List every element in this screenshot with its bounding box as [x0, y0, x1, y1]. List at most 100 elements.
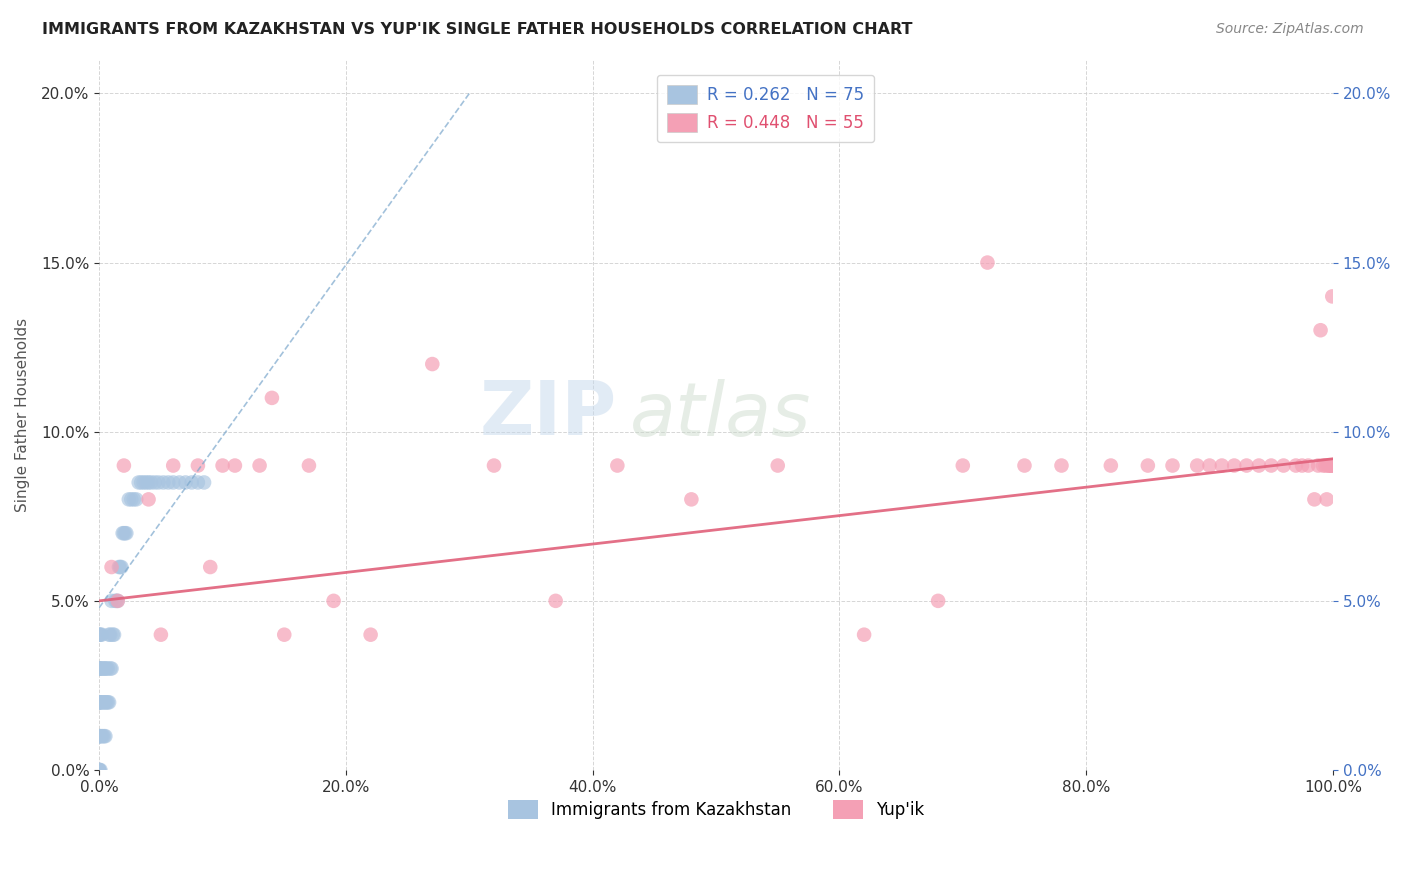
- Point: [360, 628, 382, 642]
- Point: [89, 661, 111, 675]
- Point: [138, 475, 160, 490]
- Point: [114, 526, 136, 541]
- Point: [1247, 458, 1270, 473]
- Point: [1285, 458, 1308, 473]
- Text: atlas: atlas: [630, 379, 811, 450]
- Point: [152, 475, 174, 490]
- Point: [90, 661, 112, 675]
- Point: [162, 458, 184, 473]
- Point: [1099, 458, 1122, 473]
- Point: [162, 475, 184, 490]
- Point: [97, 695, 120, 709]
- Point: [90, 628, 112, 642]
- Point: [952, 458, 974, 473]
- Point: [89, 695, 111, 709]
- Point: [89, 729, 111, 743]
- Point: [1317, 458, 1340, 473]
- Point: [122, 492, 145, 507]
- Point: [273, 628, 295, 642]
- Point: [1309, 323, 1331, 337]
- Point: [853, 628, 876, 642]
- Point: [1315, 458, 1337, 473]
- Point: [96, 695, 118, 709]
- Point: [1306, 458, 1329, 473]
- Point: [1291, 458, 1313, 473]
- Point: [108, 560, 131, 574]
- Point: [1236, 458, 1258, 473]
- Point: [98, 661, 121, 675]
- Point: [976, 255, 998, 269]
- Point: [111, 526, 134, 541]
- Point: [90, 729, 112, 743]
- Point: [544, 594, 567, 608]
- Point: [89, 695, 111, 709]
- Point: [187, 458, 209, 473]
- Point: [132, 475, 155, 490]
- Point: [89, 628, 111, 642]
- Point: [93, 729, 115, 743]
- Point: [89, 729, 111, 743]
- Point: [118, 492, 141, 507]
- Point: [1312, 458, 1334, 473]
- Point: [104, 594, 127, 608]
- Text: IMMIGRANTS FROM KAZAKHSTAN VS YUP'IK SINGLE FATHER HOUSEHOLDS CORRELATION CHART: IMMIGRANTS FROM KAZAKHSTAN VS YUP'IK SIN…: [42, 22, 912, 37]
- Point: [98, 628, 121, 642]
- Point: [98, 628, 121, 642]
- Point: [180, 475, 202, 490]
- Legend: Immigrants from Kazakhstan, Yup'ik: Immigrants from Kazakhstan, Yup'ik: [501, 793, 931, 826]
- Point: [110, 560, 132, 574]
- Point: [482, 458, 505, 473]
- Point: [1320, 458, 1343, 473]
- Point: [1223, 458, 1246, 473]
- Point: [193, 475, 215, 490]
- Point: [89, 763, 111, 777]
- Point: [97, 661, 120, 675]
- Point: [112, 458, 135, 473]
- Point: [681, 492, 703, 507]
- Point: [100, 661, 122, 675]
- Point: [927, 594, 949, 608]
- Point: [94, 661, 117, 675]
- Point: [89, 661, 111, 675]
- Point: [169, 475, 191, 490]
- Point: [200, 560, 222, 574]
- Point: [94, 695, 117, 709]
- Point: [108, 560, 131, 574]
- Point: [89, 695, 111, 709]
- Point: [89, 729, 111, 743]
- Point: [120, 492, 142, 507]
- Point: [1317, 458, 1340, 473]
- Point: [89, 695, 111, 709]
- Point: [89, 763, 111, 777]
- Point: [766, 458, 789, 473]
- Point: [125, 492, 148, 507]
- Point: [1211, 458, 1233, 473]
- Point: [107, 594, 129, 608]
- Point: [1320, 458, 1343, 473]
- Point: [249, 458, 271, 473]
- Point: [101, 628, 124, 642]
- Point: [91, 729, 114, 743]
- Point: [1322, 458, 1344, 473]
- Text: Source: ZipAtlas.com: Source: ZipAtlas.com: [1216, 22, 1364, 37]
- Point: [1316, 492, 1339, 507]
- Point: [157, 475, 180, 490]
- Point: [93, 661, 115, 675]
- Point: [322, 594, 344, 608]
- Point: [1014, 458, 1036, 473]
- Point: [100, 594, 122, 608]
- Point: [420, 357, 443, 371]
- Point: [89, 763, 111, 777]
- Text: ZIP: ZIP: [479, 378, 617, 451]
- Point: [90, 695, 112, 709]
- Point: [260, 391, 283, 405]
- Point: [224, 458, 246, 473]
- Point: [1161, 458, 1184, 473]
- Point: [606, 458, 628, 473]
- Point: [135, 475, 157, 490]
- Point: [1272, 458, 1295, 473]
- Point: [211, 458, 233, 473]
- Point: [187, 475, 209, 490]
- Point: [129, 475, 152, 490]
- Point: [1050, 458, 1073, 473]
